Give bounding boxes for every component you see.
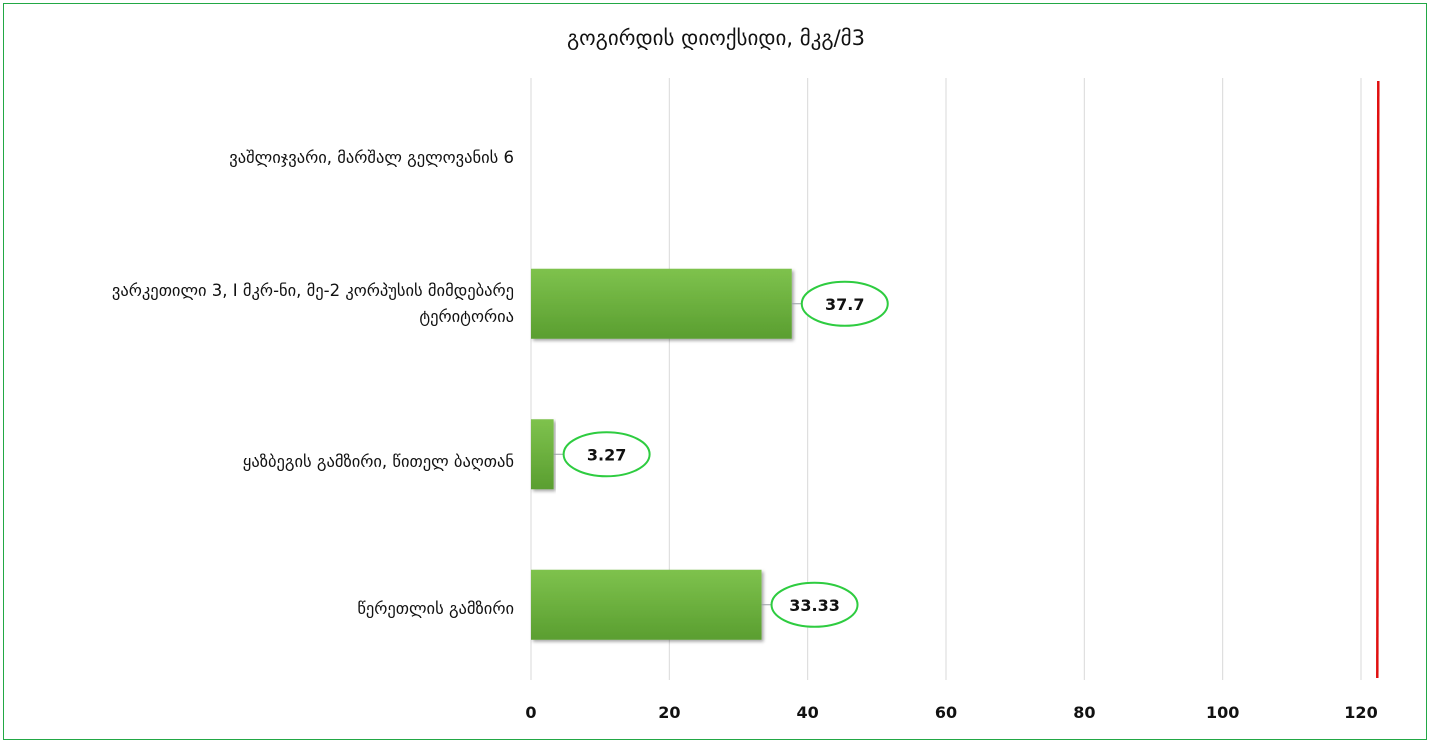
bar xyxy=(531,419,554,490)
x-tick-label: 40 xyxy=(797,703,819,722)
x-tick-label: 100 xyxy=(1206,703,1239,722)
data-label-bubble xyxy=(770,581,859,628)
bar xyxy=(531,569,762,640)
data-label: 37.7 xyxy=(825,295,864,314)
category-label: ვარკეთილი 3, I მკრ-ნი, მე-2 კორპუსის მიმ… xyxy=(111,281,514,326)
x-tick-label: 120 xyxy=(1344,703,1377,722)
x-tick-label: 80 xyxy=(1073,703,1095,722)
bar xyxy=(531,268,792,339)
data-label-bubble xyxy=(562,431,651,478)
chart-title: გოგირდის დიოქსიდი, მკგ/მ3 xyxy=(566,26,866,50)
data-label: 33.33 xyxy=(789,596,840,615)
category-label: ყაზბეგის გამზირი, წითელ ბაღთან xyxy=(242,452,514,471)
data-label: 3.27 xyxy=(587,445,626,464)
category-label: წერეთლის გამზირი xyxy=(357,599,514,618)
x-tick-label: 20 xyxy=(658,703,680,722)
x-tick-label: 60 xyxy=(935,703,957,722)
data-label-bubble xyxy=(800,280,889,327)
x-tick-label: 0 xyxy=(525,703,536,722)
category-label: ვაშლიჯვარი, მარშალ გელოვანის 6 xyxy=(229,148,514,167)
reference-line xyxy=(1376,80,1380,679)
